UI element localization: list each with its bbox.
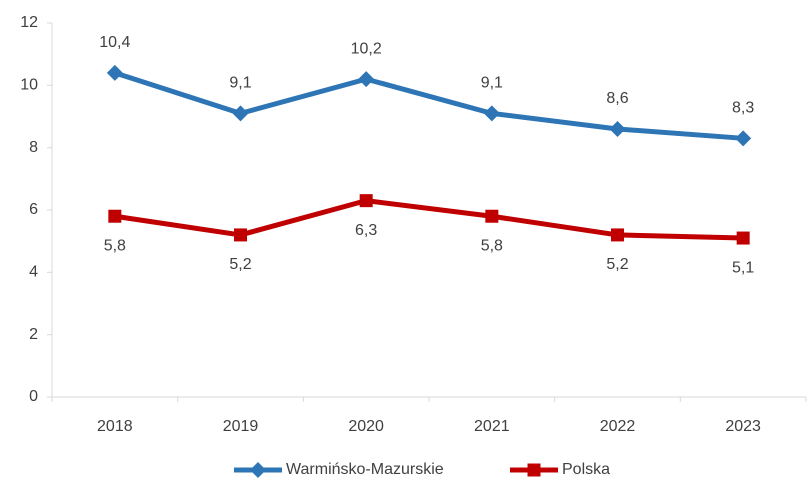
marker xyxy=(108,209,122,223)
marker xyxy=(106,64,123,81)
line xyxy=(114,198,744,241)
x-tick-label: 2023 xyxy=(725,418,761,435)
y-tick-label: 12 xyxy=(20,14,38,31)
marker xyxy=(359,194,373,208)
marker xyxy=(735,130,752,147)
data-label: 8,6 xyxy=(606,90,628,107)
x-tick-label: 2020 xyxy=(348,418,384,435)
data-label: 5,8 xyxy=(481,237,503,254)
marker xyxy=(609,120,626,137)
marker xyxy=(483,105,500,122)
marker xyxy=(611,228,624,242)
x-tick-label: 2021 xyxy=(474,418,510,435)
marker xyxy=(358,71,375,88)
y-tick-label: 2 xyxy=(29,326,38,343)
marker xyxy=(232,105,249,122)
data-label: 9,1 xyxy=(229,75,251,92)
data-label: 10,2 xyxy=(351,40,382,57)
x-tick-label: 2018 xyxy=(97,418,133,435)
marker xyxy=(234,228,247,242)
data-label: 8,3 xyxy=(732,100,754,117)
x-tick-label: 2019 xyxy=(223,418,259,435)
data-label: 5,2 xyxy=(606,256,628,273)
marker xyxy=(485,209,499,223)
legend-label: Warmińsko-Mazurskie xyxy=(286,461,444,478)
line xyxy=(114,70,744,141)
y-tick-label: 6 xyxy=(29,201,38,218)
y-tick-label: 0 xyxy=(29,388,38,405)
data-label: 6,3 xyxy=(355,222,377,239)
y-tick-label: 10 xyxy=(20,77,38,94)
x-tick-label: 2022 xyxy=(600,418,636,435)
data-label: 5,1 xyxy=(732,259,754,276)
data-label: 5,2 xyxy=(229,256,251,273)
marker xyxy=(527,463,541,477)
marker xyxy=(736,231,750,245)
legend-label: Polska xyxy=(562,461,610,478)
data-label: 10,4 xyxy=(99,34,130,51)
data-label: 5,8 xyxy=(104,237,126,254)
y-tick-label: 8 xyxy=(29,139,38,156)
data-label: 9,1 xyxy=(481,75,503,92)
marker xyxy=(250,462,266,478)
y-tick-label: 4 xyxy=(29,264,38,281)
